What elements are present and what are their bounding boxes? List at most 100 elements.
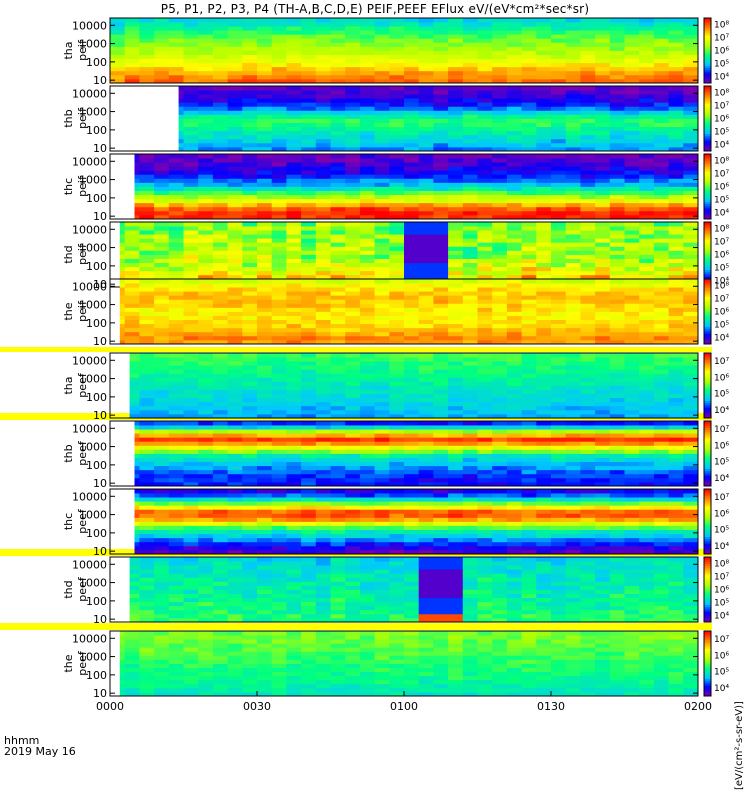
spectrogram-cell bbox=[301, 78, 317, 84]
spectrogram-cell bbox=[315, 226, 331, 231]
spectrogram-cell bbox=[506, 154, 522, 159]
spectrogram-cell bbox=[359, 246, 375, 251]
spectrogram-cell bbox=[198, 138, 214, 144]
spectrogram-cell bbox=[565, 130, 581, 136]
spectrogram-cell bbox=[536, 311, 552, 316]
spectrogram-cell bbox=[551, 138, 567, 144]
spectrogram-cell bbox=[462, 226, 478, 231]
spectrogram-cell bbox=[492, 18, 508, 23]
spectrogram-cell bbox=[315, 126, 331, 132]
spectrogram-cell bbox=[212, 250, 228, 255]
colorbar-segment bbox=[704, 339, 711, 343]
spectrogram-cell bbox=[609, 94, 625, 99]
spectrogram-cell bbox=[227, 331, 243, 337]
spectrogram-cell bbox=[212, 413, 228, 419]
spectrogram-cell bbox=[374, 106, 390, 111]
spectrogram-cell bbox=[345, 102, 361, 107]
spectrogram-cell bbox=[521, 158, 537, 163]
spectrogram-cell bbox=[404, 441, 420, 446]
spectrogram-cell bbox=[345, 331, 361, 337]
spectrogram-cell bbox=[154, 369, 170, 374]
colorbar-segment bbox=[704, 80, 711, 84]
spectrogram-cell bbox=[154, 315, 170, 321]
spectrogram-cell bbox=[536, 66, 552, 72]
spectrogram-cell bbox=[462, 365, 478, 370]
spectrogram-cell bbox=[154, 545, 170, 551]
spectrogram-cell bbox=[183, 433, 199, 438]
colorbar-segment bbox=[704, 341, 711, 345]
spectrogram-cell bbox=[565, 262, 581, 268]
spectrogram-cell bbox=[212, 262, 228, 268]
spectrogram-cell bbox=[477, 425, 493, 430]
spectrogram-cell bbox=[595, 274, 611, 280]
spectrogram-cell bbox=[301, 421, 317, 426]
spectrogram-cell bbox=[359, 365, 375, 370]
spectrogram-cell bbox=[404, 66, 420, 72]
spectrogram-cell bbox=[668, 142, 684, 148]
spectrogram-cell bbox=[536, 299, 552, 304]
spectrogram-cell bbox=[668, 433, 684, 438]
spectrogram-cell bbox=[492, 311, 508, 316]
spectrogram-cell bbox=[124, 339, 140, 345]
spectrogram-cell bbox=[154, 62, 170, 68]
spectrogram-cell bbox=[683, 365, 699, 370]
spectrogram-cell bbox=[653, 421, 669, 426]
spectrogram-cell bbox=[257, 497, 273, 502]
colorbar-segment bbox=[704, 313, 711, 317]
colorbar-segment bbox=[704, 335, 711, 338]
colorbar-segment bbox=[704, 283, 711, 286]
spectrogram-cell bbox=[374, 433, 390, 438]
spectrogram-cell bbox=[124, 66, 140, 72]
spectrogram-cell bbox=[418, 222, 434, 227]
spectrogram-cell bbox=[227, 194, 243, 200]
spectrogram-cell bbox=[668, 202, 684, 208]
spectrogram-cell bbox=[580, 78, 596, 84]
spectrogram-cell bbox=[271, 377, 287, 382]
colorbar-segment bbox=[704, 483, 711, 487]
spectrogram-cell bbox=[301, 437, 317, 442]
spectrogram-cell bbox=[345, 242, 361, 247]
spectrogram-cell bbox=[580, 401, 596, 407]
spectrogram-cell bbox=[242, 477, 258, 483]
spectrogram-cell bbox=[639, 222, 655, 227]
spectrogram-cell bbox=[653, 226, 669, 231]
spectrogram-cell bbox=[668, 42, 684, 47]
spectrogram-cell bbox=[580, 226, 596, 231]
spectrogram-cell bbox=[301, 74, 317, 80]
spectrogram-cell bbox=[639, 142, 655, 148]
spectrogram-cell bbox=[271, 158, 287, 163]
spectrogram-cell bbox=[668, 34, 684, 39]
spectrogram-cell bbox=[330, 270, 346, 276]
spectrogram-cell bbox=[345, 26, 361, 31]
spectrogram-cell bbox=[198, 26, 214, 31]
colorbar-segment bbox=[704, 368, 711, 371]
spectrogram-cell bbox=[624, 365, 640, 370]
spectrogram-cell bbox=[271, 134, 287, 140]
spectrogram-cell bbox=[418, 266, 434, 272]
colorbar-segment bbox=[704, 96, 711, 100]
spectrogram-cell bbox=[639, 86, 655, 91]
spectrogram-cell bbox=[595, 130, 611, 136]
spectrogram-cell bbox=[154, 311, 170, 316]
spectrogram-cell bbox=[212, 34, 228, 39]
spectrogram-cell bbox=[492, 110, 508, 115]
spectrogram-cell bbox=[521, 339, 537, 345]
spectrogram-cell bbox=[668, 30, 684, 35]
spectrogram-cell bbox=[389, 429, 405, 434]
spectrogram-cell bbox=[359, 54, 375, 60]
spectrogram-cell bbox=[418, 46, 434, 51]
spectrogram-cell bbox=[198, 58, 214, 64]
spectrogram-cell bbox=[580, 457, 596, 463]
spectrogram-cell bbox=[683, 130, 699, 136]
spectrogram-cell bbox=[345, 307, 361, 312]
spectrogram-cell bbox=[683, 401, 699, 407]
spectrogram-cell bbox=[183, 521, 199, 526]
spectrogram-cell bbox=[683, 473, 699, 479]
spectrogram-cell bbox=[668, 357, 684, 362]
spectrogram-cell bbox=[668, 477, 684, 483]
spectrogram-cell bbox=[580, 254, 596, 259]
spectrogram-cell bbox=[551, 254, 567, 259]
colorbar-segment bbox=[704, 72, 711, 75]
spectrogram-cell bbox=[345, 162, 361, 167]
spectrogram-cell bbox=[359, 409, 375, 415]
